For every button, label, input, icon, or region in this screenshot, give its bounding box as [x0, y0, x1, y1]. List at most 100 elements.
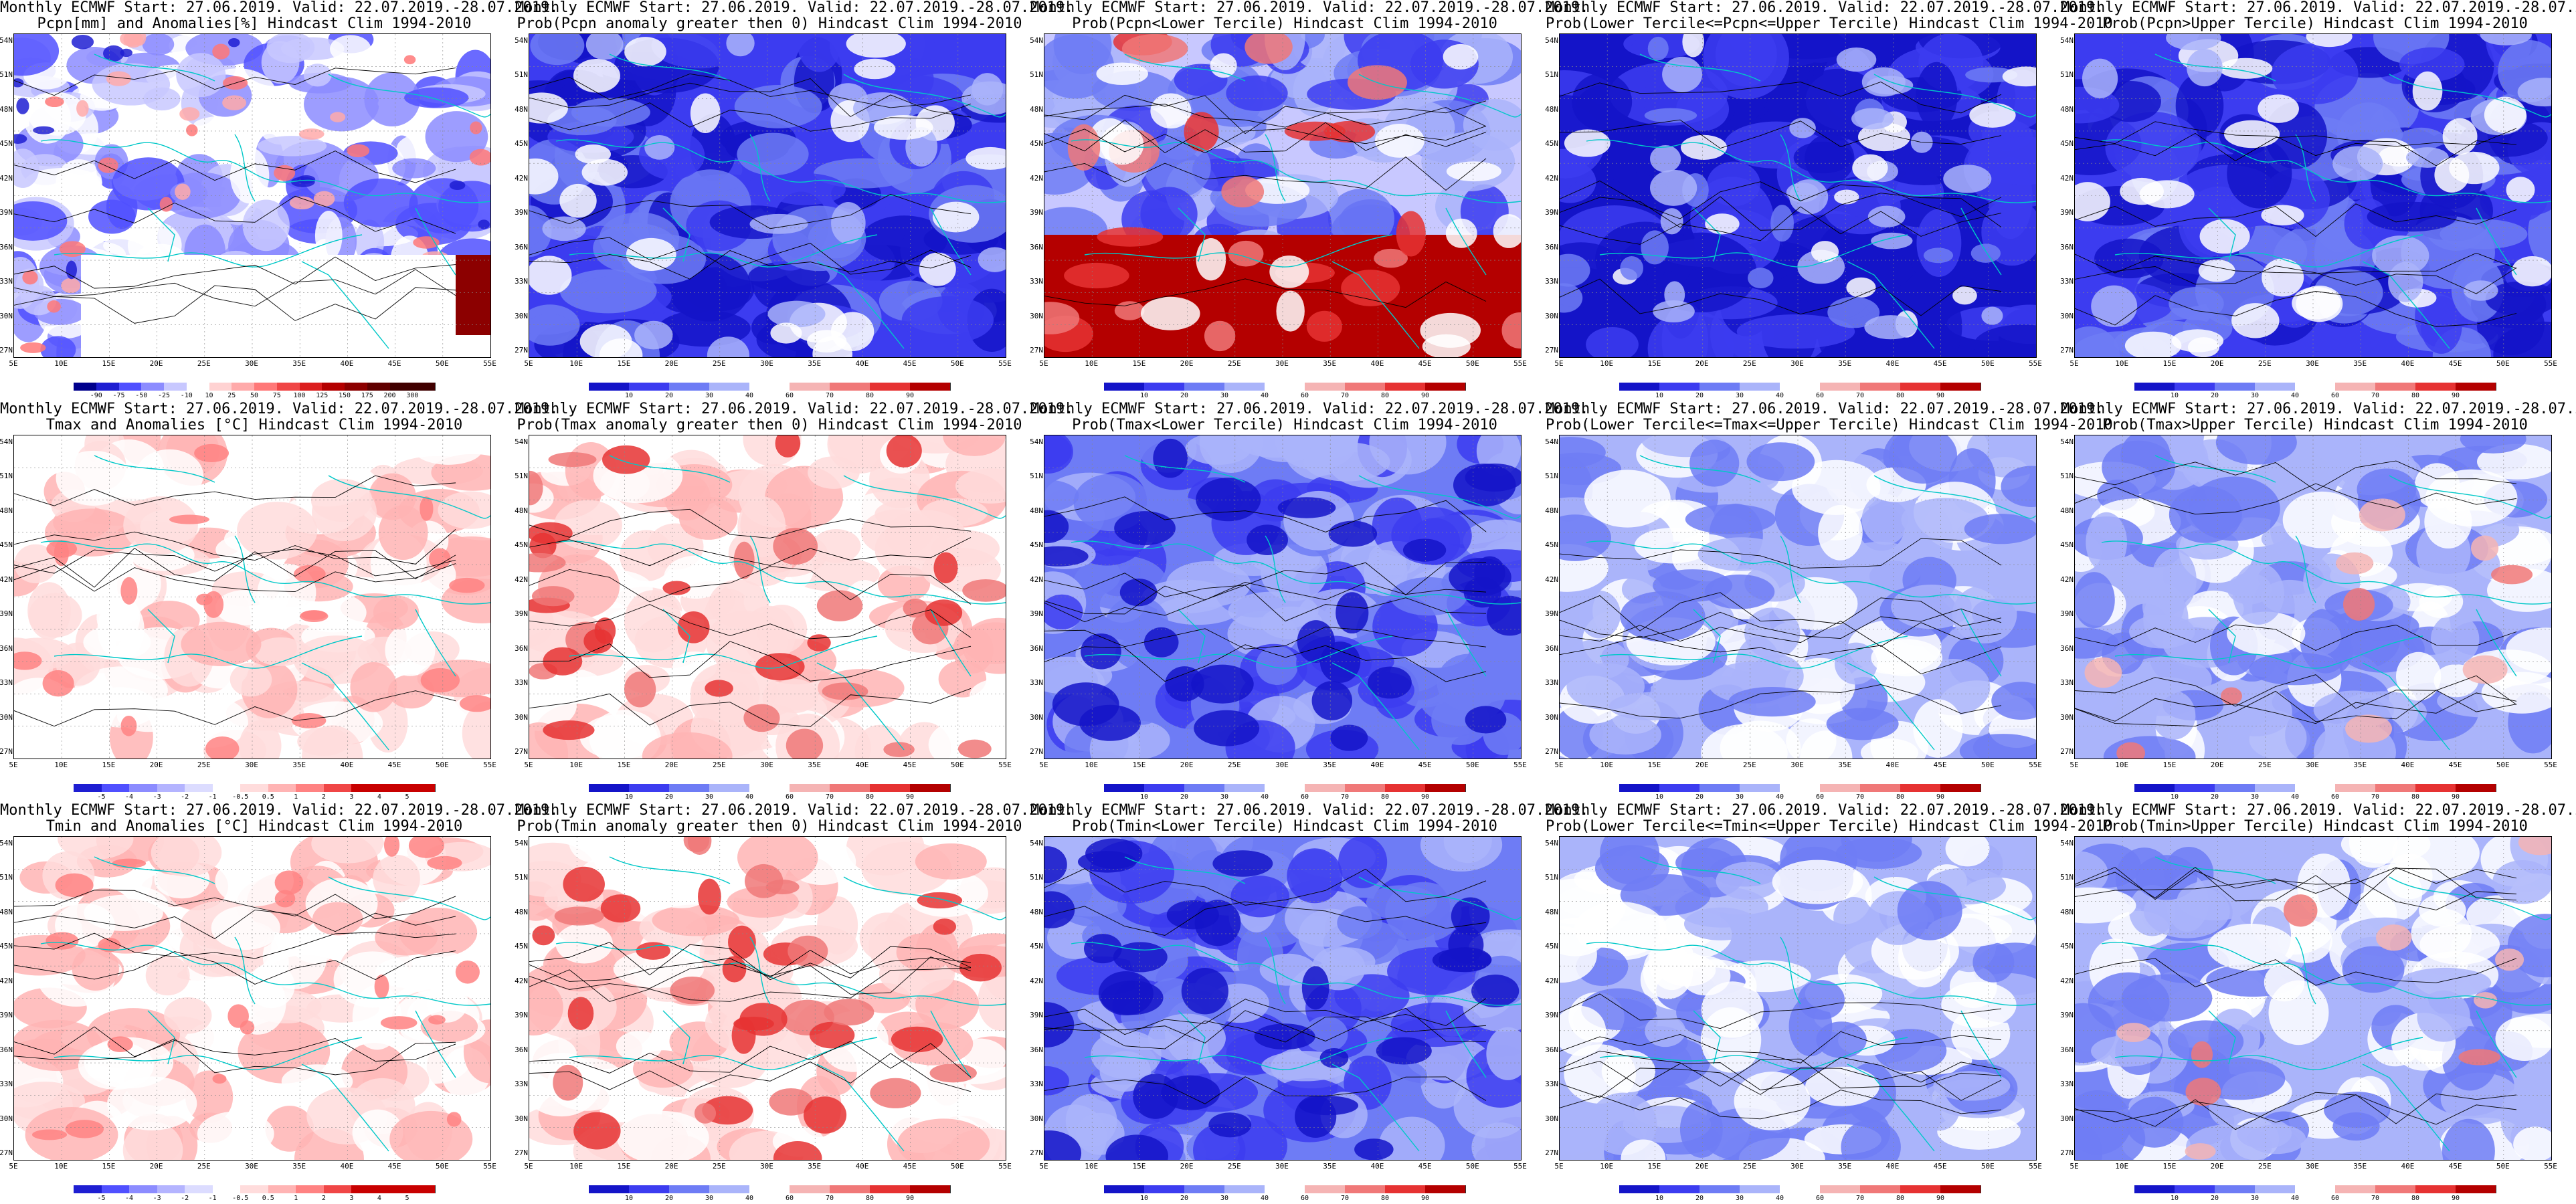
map-field-svg — [529, 435, 1006, 759]
colorbar-tick-label: 60 — [1815, 1195, 1825, 1202]
panel-title-line2: Pcpn[mm] and Anomalies[%] Hindcast Clim … — [37, 15, 472, 32]
latitude-label: 36N — [1030, 1045, 1043, 1054]
longitude-label: 50E — [2496, 761, 2510, 769]
latitude-label: 30N — [1030, 1114, 1043, 1123]
latitude-label: 30N — [1030, 712, 1043, 722]
colorbar-segment — [1619, 1185, 1660, 1193]
colorbar-tick-label: 90 — [1936, 793, 1945, 801]
longitude-label: 25E — [1227, 761, 1241, 769]
longitude-label: 15E — [1647, 359, 1661, 368]
colorbar-segment — [2335, 383, 2376, 391]
longitude-label: 20E — [664, 1162, 678, 1171]
colorbar-segment — [1740, 1185, 1780, 1193]
colorbar-tick-label: 1 — [294, 1195, 298, 1202]
colorbar-tick-label: 30 — [1220, 1195, 1229, 1202]
colorbar: -5 -4 -3 -2 -1 -0.5 0.5 1 2 3 4 5 — [74, 1185, 436, 1202]
colorbar-segment — [2335, 784, 2376, 792]
longitude-label: 45E — [903, 761, 917, 769]
colorbar-tick-label: 90 — [905, 793, 915, 801]
forecast-map-panel: Monthly ECMWF Start: 27.06.2019. Valid: … — [2060, 401, 2576, 801]
colorbar-segment — [367, 383, 391, 391]
latitude-label: 30N — [1545, 712, 1558, 722]
colorbar: 10 20 30 40 60 70 80 90 — [589, 383, 951, 399]
panel-title-line1: Monthly ECMWF Start: 27.06.2019. Valid: … — [2061, 802, 2576, 819]
latitude-label: 42N — [2060, 173, 2074, 183]
colorbar-segment — [2415, 784, 2456, 792]
longitude-label: 40E — [2401, 1162, 2415, 1171]
map-plot-area — [2074, 33, 2552, 358]
colorbar-segment — [240, 784, 269, 792]
colorbar-segment — [296, 784, 325, 792]
forecast-map-panel: Monthly ECMWF Start: 27.06.2019. Valid: … — [1030, 803, 1588, 1203]
colorbar-tick-label: 60 — [785, 1195, 794, 1202]
colorbar-segment — [1780, 1185, 1821, 1193]
colorbar-segment — [2456, 1185, 2496, 1193]
colorbar-tick-label: 80 — [1896, 793, 1905, 801]
longitude-label: 40E — [1885, 1162, 1900, 1171]
colorbar-segment — [629, 383, 670, 391]
longitude-label: 45E — [1933, 1162, 1947, 1171]
latitude-label: 33N — [1545, 277, 1558, 286]
colorbar-tick-label: 10 — [1139, 1195, 1149, 1202]
latitude-label: 51N — [2060, 472, 2074, 481]
longitude-label: 10E — [1085, 359, 1099, 368]
longitude-label: 15E — [1647, 761, 1661, 769]
longitude-label: 50E — [950, 1162, 964, 1171]
colorbar-segment — [1305, 383, 1346, 391]
latitude-label: 36N — [1545, 1045, 1558, 1054]
latitude-label: 45N — [1545, 139, 1558, 148]
longitude-label: 35E — [1323, 761, 1337, 769]
colorbar-tick-label: 90 — [1936, 1195, 1945, 1202]
longitude-label: 40E — [2401, 761, 2415, 769]
latitude-label: 45N — [1030, 942, 1043, 951]
latitude-label: 42N — [515, 575, 528, 584]
colorbar-segment — [157, 784, 186, 792]
latitude-label: 51N — [2060, 873, 2074, 882]
colorbar: 10 20 30 40 60 70 80 90 — [589, 1185, 951, 1202]
colorbar-tick-label: 10 — [2170, 392, 2179, 399]
colorbar-segment — [185, 784, 213, 792]
longitude-label: 45E — [1418, 761, 1432, 769]
colorbar-tick-label: 70 — [1340, 793, 1350, 801]
colorbar-segment — [1385, 1185, 1426, 1193]
latitude-label: 54N — [515, 36, 528, 45]
longitude-label: 30E — [245, 761, 258, 769]
colorbar-segment — [669, 1185, 710, 1193]
latitude-label: 51N — [2060, 70, 2074, 80]
longitude-label: 35E — [292, 359, 306, 368]
colorbar-segment — [2215, 383, 2256, 391]
longitude-label: 30E — [2306, 359, 2319, 368]
latitude-label: 36N — [1545, 242, 1558, 252]
colorbar-segment — [2295, 784, 2336, 792]
panel-title-line1: Monthly ECMWF Start: 27.06.2019. Valid: … — [0, 401, 559, 417]
longitude-label: 45E — [387, 1162, 401, 1171]
latitude-label: 36N — [1545, 643, 1558, 653]
colorbar-tick-label: 3 — [349, 1195, 354, 1202]
longitude-label: 15E — [2163, 761, 2177, 769]
colorbar-segment — [870, 1185, 911, 1193]
latitude-label: 51N — [0, 472, 13, 481]
latitude-label: 45N — [2060, 942, 2074, 951]
longitude-label: 25E — [1742, 1162, 1756, 1171]
panel-title: Monthly ECMWF Start: 27.06.2019. Valid: … — [0, 401, 559, 433]
latitude-label: 27N — [0, 1148, 13, 1157]
colorbar-tick-label: 20 — [1695, 793, 1704, 801]
longitude-label: 5E — [2069, 359, 2079, 368]
latitude-label: 45N — [0, 942, 13, 951]
latitude-label: 36N — [515, 1045, 528, 1054]
latitude-label: 36N — [2060, 1045, 2074, 1054]
latitude-label: 51N — [1030, 472, 1043, 481]
colorbar-segment — [910, 784, 951, 792]
longitude-label: 55E — [2029, 359, 2042, 368]
colorbar-segment — [323, 1185, 353, 1193]
colorbar-tick-label: -1 — [208, 793, 217, 801]
colorbar-tick-label: 90 — [2451, 392, 2460, 399]
map-field-svg — [14, 34, 490, 357]
colorbar-segment — [1940, 784, 1981, 792]
longitude-label: 55E — [998, 1162, 1012, 1171]
colorbar-tick-label: 70 — [825, 392, 834, 399]
panel-title: Monthly ECMWF Start: 27.06.2019. Valid: … — [1546, 0, 2113, 32]
latitude-label: 27N — [1545, 747, 1558, 756]
colorbar-tick-label: 40 — [745, 392, 754, 399]
longitude-label: 10E — [2115, 1162, 2129, 1171]
